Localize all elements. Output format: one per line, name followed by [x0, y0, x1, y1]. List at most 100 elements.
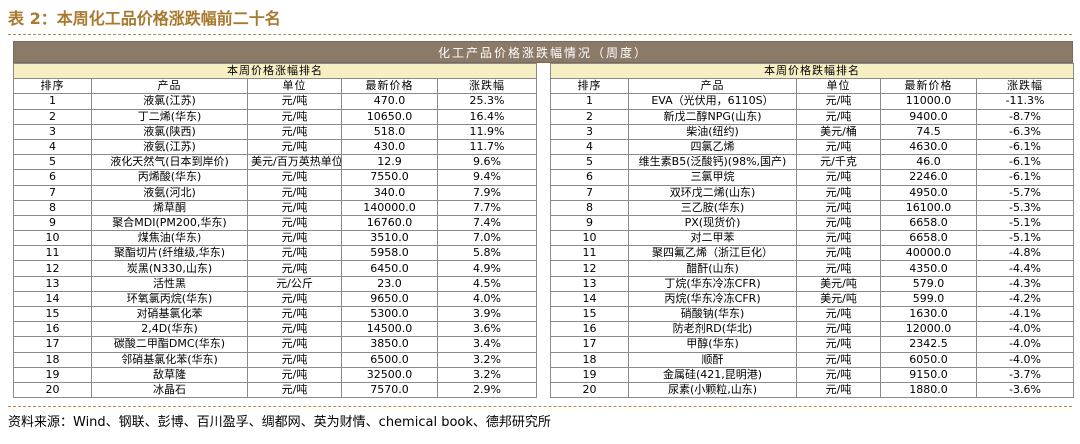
unit-cell: 元/吨: [247, 305, 342, 323]
gainers-subtitle-row: 本周价格涨幅排名: [12, 62, 538, 80]
change-cell: 4.0%: [436, 290, 538, 308]
rank-cell: 18: [550, 351, 629, 368]
product-cell: 聚合MDI(PM200,华东): [91, 214, 248, 232]
rank-cell: 12: [13, 260, 92, 277]
unit-cell: 元/吨: [247, 169, 342, 186]
unit-cell: 元/吨: [796, 351, 881, 368]
price-cell: 12000.0: [880, 321, 977, 338]
unit-cell: 元/吨: [247, 184, 342, 201]
unit-cell: 元/吨: [247, 381, 342, 399]
rank-cell: 2: [13, 108, 92, 125]
price-cell: 140000.0: [341, 199, 438, 216]
price-cell: 1880.0: [880, 381, 977, 399]
unit-cell: 美元/桶: [796, 123, 881, 140]
change-cell: 3.2%: [436, 366, 538, 383]
product-cell: 碳酸二甲酯DMC(华东): [91, 336, 248, 353]
table-row: 6 三氯甲烷 元/吨 2246.0 -6.1%: [550, 169, 1075, 186]
product-cell: 四氯乙烯: [628, 138, 797, 156]
change-cell: -3.7%: [975, 366, 1075, 383]
price-cell: 3850.0: [341, 336, 438, 353]
rank-cell: 19: [550, 366, 629, 383]
losers-subtitle: 本周价格跌幅排名: [549, 62, 1075, 80]
rank-cell: 20: [550, 381, 629, 399]
product-cell: 顺酐: [628, 351, 797, 368]
product-cell: 丙烯酸(华东): [91, 169, 248, 186]
caption-divider: [8, 34, 1072, 35]
product-cell: 活性黑: [91, 275, 248, 292]
price-cell: 46.0: [880, 154, 977, 171]
rank-cell: 3: [13, 123, 92, 140]
product-cell: 2,4D(华东): [91, 321, 248, 338]
product-cell: 对硝基氯化苯: [91, 305, 248, 323]
change-cell: -5.7%: [975, 184, 1075, 201]
table-row: 2 新戊二醇NPG(山东) 元/吨 9400.0 -8.7%: [550, 108, 1075, 125]
change-cell: -5.3%: [975, 199, 1075, 216]
rank-cell: 8: [550, 199, 629, 216]
change-cell: -6.1%: [975, 169, 1075, 186]
rank-cell: 1: [13, 93, 92, 110]
unit-cell: 元/吨: [796, 305, 881, 323]
unit-cell: 美元/百万英热单位: [247, 154, 342, 171]
table-row: 10 对二甲苯 元/吨 6658.0 -5.1%: [550, 230, 1075, 247]
product-cell: 对二甲苯: [628, 230, 797, 247]
unit-cell: 元/吨: [796, 260, 881, 277]
table-row: 18 邻硝基氯化苯(华东) 元/吨 6500.0 3.2%: [13, 351, 538, 368]
change-cell: 5.8%: [436, 245, 538, 262]
table-row: 19 金属硅(421,昆明港) 元/吨 9150.0 -3.7%: [550, 366, 1075, 383]
change-cell: -5.1%: [975, 230, 1075, 247]
col-header-price: 最新价格: [880, 78, 977, 95]
price-cell: 32500.0: [341, 366, 438, 383]
price-cell: 7550.0: [341, 169, 438, 186]
table-row: 11 聚四氟乙烯（浙江巨化） 元/吨 40000.0 -4.8%: [550, 245, 1075, 262]
product-cell: 炭黑(N330,山东): [91, 260, 248, 277]
rank-cell: 16: [13, 321, 92, 338]
rank-cell: 1: [550, 93, 629, 110]
losers-subtitle-row: 本周价格跌幅排名: [549, 62, 1075, 80]
change-cell: -8.7%: [975, 108, 1075, 125]
unit-cell: 元/吨: [796, 138, 881, 156]
price-cell: 2246.0: [880, 169, 977, 186]
table-row: 15 硝酸钠(华东) 元/吨 1630.0 -4.1%: [550, 305, 1075, 323]
change-cell: 7.7%: [436, 199, 538, 216]
change-cell: -4.8%: [975, 245, 1075, 262]
table-row: 11 聚酯切片(纤维级,华东) 元/吨 5958.0 5.8%: [13, 245, 538, 262]
unit-cell: 元/吨: [796, 93, 881, 110]
unit-cell: 元/吨: [247, 108, 342, 125]
price-cell: 5300.0: [341, 305, 438, 323]
price-cell: 14500.0: [341, 321, 438, 338]
unit-cell: 元/吨: [247, 290, 342, 308]
rank-cell: 6: [13, 169, 92, 186]
table-row: 3 液氯(陕西) 元/吨 518.0 11.9%: [13, 123, 538, 140]
change-cell: -6.1%: [975, 154, 1075, 171]
change-cell: -4.3%: [975, 275, 1075, 292]
unit-cell: 元/吨: [247, 214, 342, 232]
price-cell: 74.5: [880, 123, 977, 140]
change-cell: 9.4%: [436, 169, 538, 186]
unit-cell: 元/吨: [247, 336, 342, 353]
table-row: 19 敌草隆 元/吨 32500.0 3.2%: [13, 366, 538, 383]
rank-cell: 6: [550, 169, 629, 186]
product-cell: 聚四氟乙烯（浙江巨化）: [628, 245, 797, 262]
table-row: 15 对硝基氯化苯 元/吨 5300.0 3.9%: [13, 305, 538, 323]
rank-cell: 19: [13, 366, 92, 383]
table-row: 12 醋酐(山东) 元/吨 4350.0 -4.4%: [550, 260, 1075, 277]
table-row: 4 液氨(江苏) 元/吨 430.0 11.7%: [13, 138, 538, 156]
change-cell: 7.0%: [436, 230, 538, 247]
product-cell: 煤焦油(华东): [91, 230, 248, 247]
price-cell: 9150.0: [880, 366, 977, 383]
col-header-product: 产品: [91, 78, 248, 95]
price-cell: 23.0: [341, 275, 438, 292]
unit-cell: 元/吨: [796, 184, 881, 201]
product-cell: 三氯甲烷: [628, 169, 797, 186]
change-cell: 2.9%: [436, 381, 538, 399]
product-cell: 敌草隆: [91, 366, 248, 383]
unit-cell: 元/吨: [247, 351, 342, 368]
table-row: 2 丁二烯(华东) 元/吨 10650.0 16.4%: [13, 108, 538, 125]
change-cell: -4.4%: [975, 260, 1075, 277]
product-cell: PX(现货价): [628, 214, 797, 232]
unit-cell: 元/吨: [247, 93, 342, 110]
unit-cell: 元/公斤: [247, 275, 342, 292]
table-row: 18 顺酐 元/吨 6050.0 -4.0%: [550, 351, 1075, 368]
change-cell: -4.0%: [975, 336, 1075, 353]
unit-cell: 元/吨: [247, 260, 342, 277]
